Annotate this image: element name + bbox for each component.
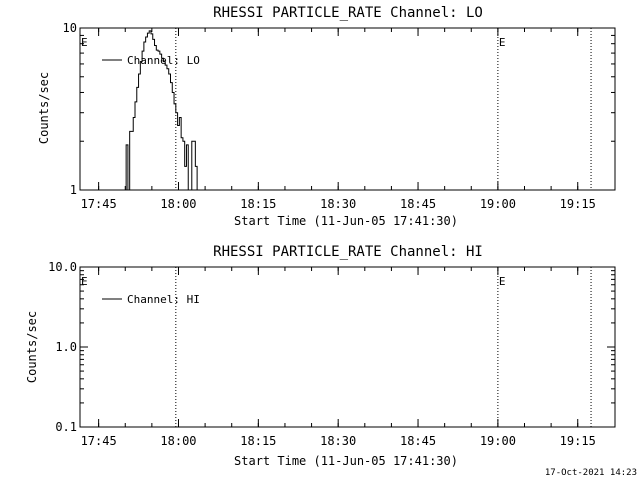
lo-event-marker-label: E xyxy=(499,36,506,49)
hi-chart-title: RHESSI PARTICLE_RATE Channel: HI xyxy=(213,244,483,260)
hi-plot-frame xyxy=(79,266,616,428)
lo-x-tick-label: 17:45 xyxy=(81,197,117,211)
lo-x-tick-label: 18:30 xyxy=(320,197,356,211)
lo-series-line xyxy=(124,30,201,191)
hi-y-axis-label: Counts/sec xyxy=(25,311,39,383)
lo-x-tick-label: 19:00 xyxy=(480,197,516,211)
lo-x-tick-label: 18:15 xyxy=(240,197,276,211)
hi-x-tick-label: 19:15 xyxy=(560,434,596,448)
lo-event-marker-label: E xyxy=(81,36,88,49)
lo-y-axis-label: Counts/sec xyxy=(37,72,51,144)
hi-event-marker-label: E xyxy=(81,275,88,288)
hi-x-tick-label: 17:45 xyxy=(81,434,117,448)
lo-x-axis-label: Start Time (11-Jun-05 17:41:30) xyxy=(234,214,458,228)
lo-plot-frame xyxy=(79,27,616,191)
hi-x-tick-label: 18:45 xyxy=(400,434,436,448)
hi-x-tick-label: 18:00 xyxy=(160,434,196,448)
lo-x-tick-label: 18:00 xyxy=(160,197,196,211)
lo-x-tick-label: 18:45 xyxy=(400,197,436,211)
hi-x-axis-label: Start Time (11-Jun-05 17:41:30) xyxy=(234,454,458,468)
hi-y-tick-label: 0.1 xyxy=(55,420,77,434)
hi-legend-label: Channel: HI xyxy=(127,293,200,306)
lo-y-tick-label: 1 xyxy=(70,183,77,197)
hi-plot-area: 17:45 18:00 18:15 18:30 18:45 19:00 19:15 0.1 1.… xyxy=(48,260,616,448)
hi-x-tick-label: 18:30 xyxy=(320,434,356,448)
lo-x-tick-label: 19:15 xyxy=(560,197,596,211)
lo-plot-area: 17:45 18:00 18:15 18:30 18:45 19:00 19:15 1 10 E E… xyxy=(63,21,616,211)
hi-y-tick-label: 10.0 xyxy=(48,260,77,274)
footer-timestamp: 17-Oct-2021 14:23 xyxy=(545,468,637,478)
hi-x-tick-label: 19:00 xyxy=(480,434,516,448)
hi-x-tick-label: 18:15 xyxy=(240,434,276,448)
lo-chart-title: RHESSI PARTICLE_RATE Channel: LO xyxy=(213,5,483,21)
hi-y-tick-label: 1.0 xyxy=(55,340,77,354)
hi-event-marker-label: E xyxy=(499,275,506,288)
lo-y-tick-label: 10 xyxy=(63,21,77,35)
